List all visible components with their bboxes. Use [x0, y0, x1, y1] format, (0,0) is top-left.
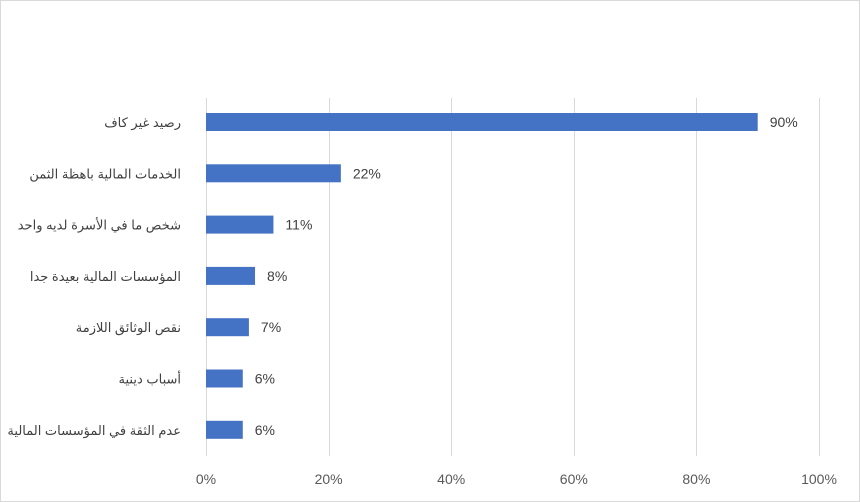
x-tick-label: 20%	[315, 471, 343, 487]
bar	[206, 215, 274, 234]
x-tick-label: 80%	[682, 471, 710, 487]
gridlines	[206, 98, 820, 456]
data-label: 22%	[353, 165, 381, 181]
bar	[206, 420, 243, 439]
category-label: رصيد غير كاف	[104, 115, 181, 131]
category-label: شخص ما في الأسرة لديه واحد	[18, 217, 181, 234]
bar	[206, 164, 341, 183]
x-tick-label: 60%	[560, 471, 588, 487]
data-label: 90%	[770, 114, 798, 130]
labels: 0% 20% 40% 60% 80% 100% رصيد غير كاف 90% الخدمات…	[7, 114, 836, 487]
category-label: عدم الثقة في المؤسسات المالية	[7, 423, 181, 439]
data-label: 11%	[285, 217, 312, 233]
bar	[206, 266, 256, 285]
data-label: 8%	[267, 268, 287, 284]
x-tick-label: 0%	[196, 471, 216, 487]
x-tick-label: 40%	[437, 471, 465, 487]
data-label: 6%	[255, 422, 275, 438]
bar	[206, 369, 243, 388]
category-label: الخدمات المالية باهظة الثمن	[29, 166, 181, 182]
x-tick-label: 100%	[801, 471, 837, 487]
bar	[206, 113, 758, 131]
category-label: نقص الوثائق اللازمة	[76, 320, 181, 336]
bars	[206, 113, 758, 439]
data-label: 6%	[255, 371, 275, 387]
category-label: المؤسسات المالية بعيدة جدا	[30, 269, 181, 285]
data-label: 7%	[261, 319, 281, 335]
bar	[206, 318, 249, 337]
category-label: أسباب دينية	[119, 371, 181, 387]
